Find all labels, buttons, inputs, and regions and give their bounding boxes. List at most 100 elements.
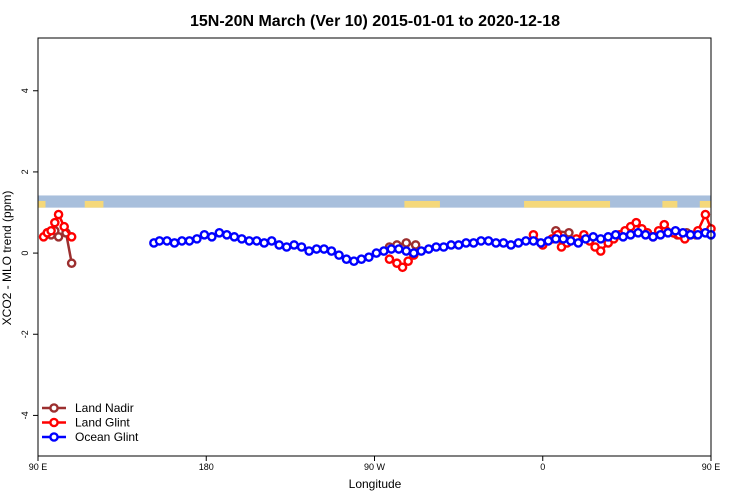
data-point [296,242,307,252]
data-point [648,232,658,242]
data-point [207,232,217,242]
data-point [53,209,64,220]
land-mass [524,200,611,208]
series-layer [38,209,716,273]
data-point [199,230,210,240]
data-point [595,246,606,256]
data-point [214,227,225,238]
data-point [222,230,232,240]
data-point [177,236,187,246]
series-ocean-glint [149,225,716,267]
data-point [266,236,277,246]
data-point [311,244,322,254]
data-point [633,227,643,238]
data-point [446,240,456,250]
data-point [655,230,666,240]
data-point [685,230,696,240]
data-point [595,234,606,244]
data-point [573,238,584,248]
data-point [521,236,531,246]
data-point [410,240,421,250]
data-point [491,238,501,248]
y-axis-label: XCO2 - MLO trend (ppm) [0,191,14,326]
data-point [46,225,56,236]
data-point [453,240,464,250]
data-point [274,240,284,250]
data-point [588,232,599,242]
data-point [670,225,681,236]
data-point [659,219,670,230]
data-point [564,227,574,238]
data-point [468,238,479,248]
data-point [618,232,628,242]
data-point [476,236,486,246]
data-point [565,236,576,246]
data-point [364,252,374,262]
data-point [384,254,395,264]
data-point [438,242,449,252]
data-point [50,217,60,228]
data-point [506,240,516,250]
land-mass [699,200,711,208]
data-point [543,236,554,246]
data-point [536,238,546,248]
legend-label: Ocean Glint [75,430,139,444]
data-point [678,227,688,238]
data-point [603,232,613,242]
data-point [192,234,202,244]
data-point [416,246,427,256]
data-point [693,230,703,240]
legend-marker [49,432,59,442]
data-point [431,242,441,252]
x-tick-label: 0 [540,462,545,472]
x-axis-label: Longitude [349,477,402,491]
x-tick-label: 90 E [29,462,48,472]
data-point [498,238,509,248]
data-point [289,240,299,250]
chart-title: 15N-20N March (Ver 10) 2015-01-01 to 202… [190,13,560,30]
data-point [244,236,255,246]
data-point [326,246,337,256]
data-point [461,238,471,248]
data-point [251,236,262,246]
data-point [162,236,172,246]
data-point [483,236,494,246]
data-point [610,230,621,240]
data-point [356,254,367,264]
data-point [154,236,165,246]
data-point [401,246,412,256]
legend-label: Land Nadir [75,401,134,415]
data-point [281,242,292,252]
data-point [184,236,195,246]
data-point [334,250,344,260]
data-point [386,244,397,254]
land-mass [84,200,104,208]
land-mass [662,200,678,208]
data-point [53,232,64,242]
y-tick-label: 4 [20,88,30,93]
data-point [379,246,389,256]
data-point [169,238,180,248]
legend-marker [49,403,59,413]
data-point [700,209,711,220]
data-point [371,248,382,258]
y-tick-label: 0 [20,251,30,256]
data-point [66,232,77,242]
axes: 90 E 180 90 W 0 90 E -4 -2 0 2 4 [20,37,720,472]
data-point [59,221,69,232]
data-point [401,238,412,248]
data-point [397,262,408,273]
x-tick-label: 90 W [364,462,386,472]
data-point [423,244,434,254]
y-tick-label: -2 [20,330,30,338]
data-point [640,230,651,240]
data-point [663,227,673,238]
land-mass [38,200,46,208]
data-point [341,254,352,264]
series-land-glint [38,209,716,273]
data-point [349,256,359,267]
data-point [625,230,636,240]
data-point [528,236,539,246]
data-point [551,234,561,244]
